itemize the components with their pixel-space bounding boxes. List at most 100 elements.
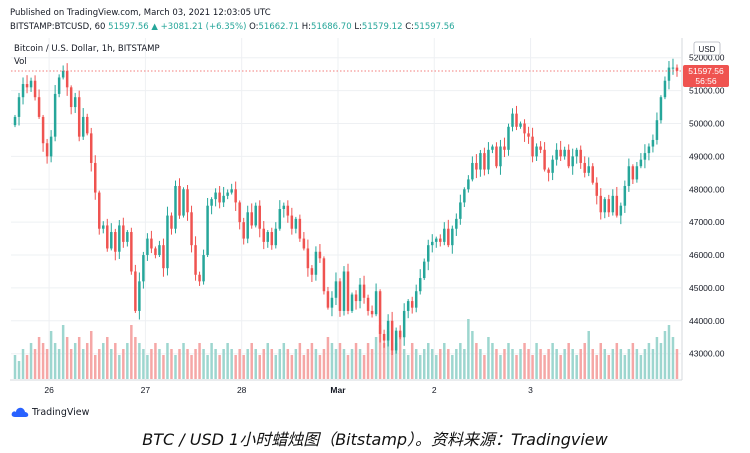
volume-bar [447, 349, 450, 379]
volume-bar [222, 349, 225, 379]
volume-bar [278, 349, 282, 379]
candle-body [286, 205, 290, 216]
volume-bar [374, 337, 378, 379]
volume-bar [463, 349, 466, 379]
volume-bar [81, 349, 85, 379]
volume-bar [611, 349, 615, 379]
volume-bar [555, 349, 558, 379]
x-tick-label: Mar [330, 385, 346, 395]
volume-bar [45, 349, 49, 379]
candle-body [390, 320, 394, 351]
candle-body [114, 232, 117, 252]
volume-bar [226, 343, 229, 379]
candle-body [162, 245, 165, 269]
candle-body [483, 153, 486, 170]
figure-caption: BTC / USD 1小时蜡烛图（Bitstamp）。资料来源：Tradingv… [142, 430, 608, 449]
candle-body [330, 297, 334, 308]
volume-bar [603, 349, 607, 379]
candle-body [418, 278, 422, 292]
volume-bar [234, 355, 237, 379]
volume-bar [551, 343, 554, 379]
time-axis[interactable]: 26 27 28 Mar 2 3 [44, 385, 533, 395]
candles [13, 58, 679, 356]
volume-bar [378, 325, 382, 379]
volume-bar [286, 349, 290, 379]
open-value: 51662.71 [258, 22, 300, 32]
candle-body [73, 97, 77, 108]
volume-bar [366, 343, 370, 379]
candle-body [431, 241, 434, 246]
candle-body [226, 192, 229, 196]
candle-body [635, 166, 639, 180]
volume-bar [102, 343, 105, 379]
volume-bar [362, 355, 366, 379]
candle-body [507, 126, 510, 150]
volume-bar [106, 337, 109, 379]
candle-body [366, 297, 370, 311]
volume-bar [214, 349, 217, 379]
candle-body [362, 284, 366, 298]
volume-bar [663, 331, 667, 379]
candle-body [266, 232, 270, 242]
volume-bar [65, 337, 69, 379]
candle-body [130, 232, 133, 272]
volume-bar [547, 349, 550, 379]
price-axis[interactable]: 43000.00 44000.00 45000.00 46000.00 47000.00… [689, 53, 725, 359]
candle-body [13, 116, 17, 126]
volume-bar [599, 343, 603, 379]
candle-body [479, 153, 482, 170]
volume-bar [306, 349, 310, 379]
candle-body [603, 199, 607, 213]
volume-bar [77, 337, 81, 379]
currency-badge[interactable]: USD [693, 41, 721, 56]
candle-body [278, 209, 282, 229]
volume-bar [302, 355, 306, 379]
candle-body [535, 146, 538, 157]
volume-bar [451, 355, 454, 379]
volume-bar [398, 337, 402, 379]
volume-bar [519, 349, 522, 379]
candle-body [531, 136, 534, 157]
volume-bar [162, 355, 165, 379]
y-tick-label: 50000.00 [689, 119, 725, 129]
volume-bar [358, 349, 362, 379]
candle-body [194, 245, 197, 275]
candle-body [118, 225, 121, 252]
volume-bar [122, 349, 125, 379]
volume-bar [114, 343, 117, 379]
candle-body [358, 284, 362, 302]
candle-body [318, 251, 322, 259]
volume-bar [206, 355, 209, 379]
candle-body [210, 199, 213, 206]
low-value: 51579.12 [361, 22, 403, 32]
candle-body [607, 199, 611, 213]
candle-body [17, 97, 21, 117]
volume-bar [487, 337, 490, 379]
candle-body [274, 228, 278, 246]
candle-body [439, 238, 442, 242]
tradingview-logo[interactable]: TradingView [11, 406, 89, 418]
candle-body [41, 116, 45, 144]
candle-body [491, 146, 494, 150]
candle-body [146, 238, 149, 256]
candle-body [158, 245, 161, 256]
volume-bar [17, 361, 21, 379]
candle-body [37, 97, 41, 117]
volume-bar [210, 343, 213, 379]
candle-body [174, 185, 177, 229]
x-tick-label: 3 [528, 385, 533, 395]
candle-body [350, 294, 354, 311]
volume-bar [607, 355, 611, 379]
volume-bar [591, 349, 594, 379]
volume-bar [298, 343, 302, 379]
candle-body [310, 268, 314, 275]
volume-bar [635, 349, 639, 379]
candle-body [182, 189, 185, 216]
candle-body [451, 228, 454, 246]
candle-body [659, 97, 663, 121]
last-price-tag [683, 64, 729, 87]
volume-bar [186, 349, 189, 379]
ohlc-line: BITSTAMP:BTCUSD, 60 51597.56 ▲ +3081.21 … [10, 22, 455, 32]
candle-body [459, 202, 462, 219]
candle-body [515, 113, 518, 127]
